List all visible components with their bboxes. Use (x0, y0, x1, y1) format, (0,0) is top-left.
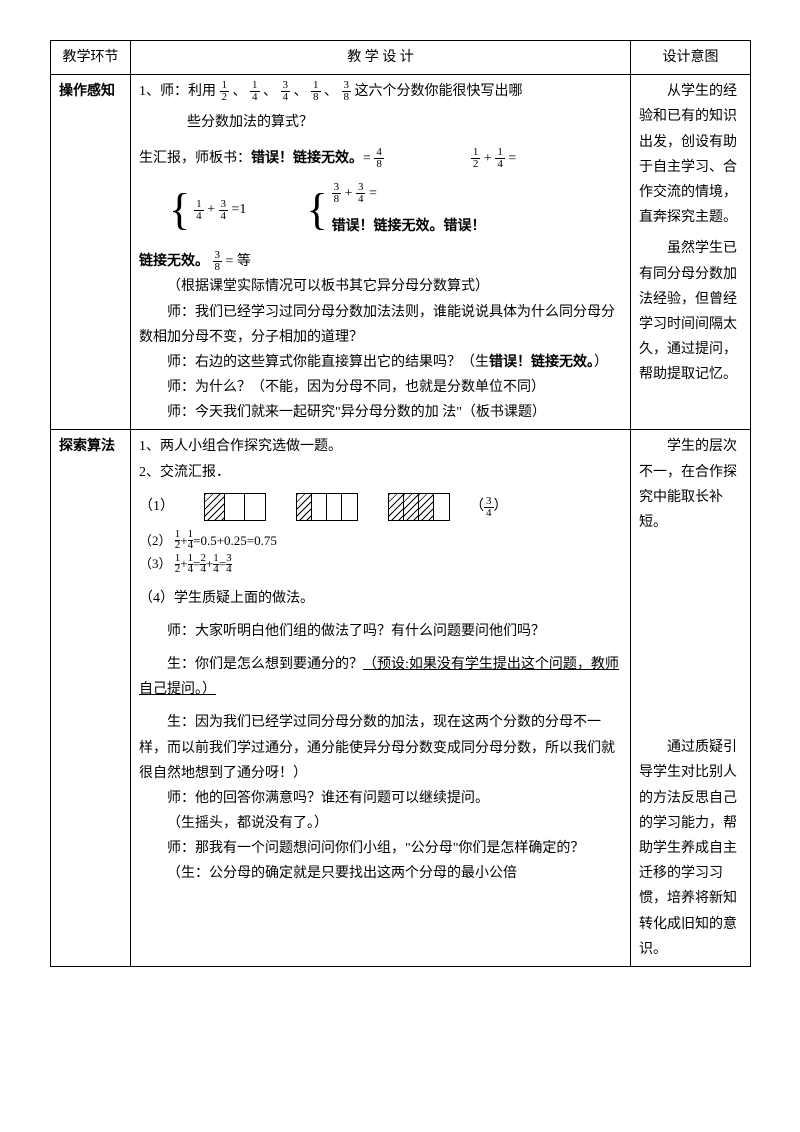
left-brace-icon: { (306, 188, 327, 232)
header-intent: 设计意图 (631, 41, 751, 75)
frac-1-2: 12 (220, 80, 230, 103)
box-4b (388, 493, 450, 521)
row-operation: 操作感知 1、师：利用 12 、 14 、 34 、 18 、 38 这六个分数… (51, 75, 751, 430)
lesson-plan-table: 教学环节 教 学 设 计 设计意图 操作感知 1、师：利用 12 、 14 、 … (50, 40, 751, 967)
frac-1-8: 18 (311, 80, 321, 103)
header-stage: 教学环节 (51, 41, 131, 75)
header-design: 教 学 设 计 (131, 41, 631, 75)
intent-1: 从学生的经验和已有的知识出发，创设有助于自主学习、合作交流的情境，直奔探究主题。… (631, 75, 751, 430)
left-brace-icon: { (169, 188, 190, 232)
row-explore: 探索算法 1、两人小组合作探究选做一题。 2、交流汇报． （1） （34） （2… (51, 430, 751, 966)
design-content-2: 1、两人小组合作探究选做一题。 2、交流汇报． （1） （34） （2） 12+… (131, 430, 631, 966)
box-3a (204, 493, 266, 521)
frac-3-8: 38 (342, 80, 352, 103)
stage-label-2: 探索算法 (51, 430, 131, 966)
intent-2: 学生的层次不一，在合作探究中能取长补短。 通过质疑引导学生对比别人的方法反思自己… (631, 430, 751, 966)
frac-1-4: 14 (250, 80, 260, 103)
stage-label-1: 操作感知 (51, 75, 131, 430)
brace-equations: { 14 + 34 =1 { 38 + 34 = 错误！链接无效。错误！ (169, 181, 622, 239)
box-4a (296, 493, 358, 521)
frac-3-4: 34 (281, 80, 291, 103)
fraction-diagrams (204, 493, 450, 521)
design-content-1: 1、师：利用 12 、 14 、 34 、 18 、 38 这六个分数你能很快写… (131, 75, 631, 430)
